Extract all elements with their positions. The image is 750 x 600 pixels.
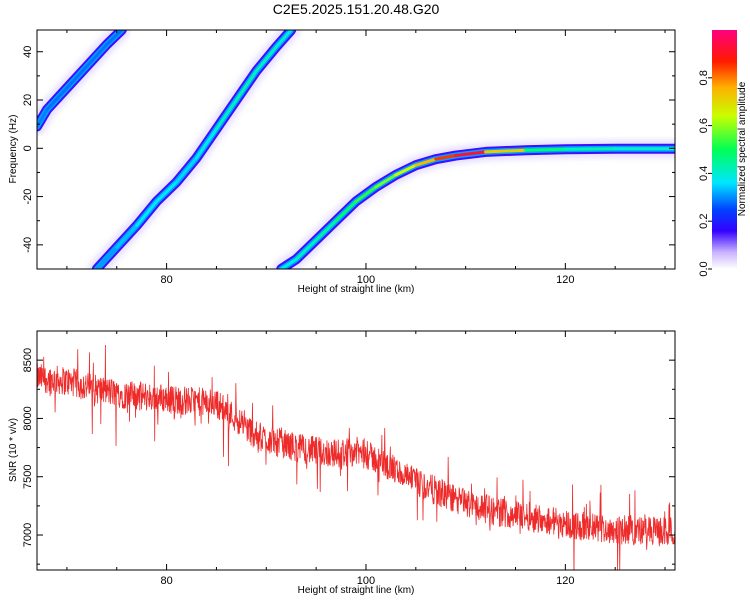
snr-xlabel: Height of straight line (km) — [298, 585, 415, 596]
spectral-track-3 — [272, 139, 675, 269]
track-core-segment — [523, 147, 567, 152]
track-core-segment — [155, 180, 179, 203]
track-core-segment — [105, 30, 124, 46]
spectrogram-panel: 80 100 120 -40 -20 0 20 40 Height of straight l… — [8, 29, 676, 295]
track-core-segment — [279, 257, 298, 269]
track-core-segment — [274, 30, 293, 49]
spectrogram-ytick-label: 40 — [22, 46, 34, 58]
snr-xtick-label: 100 — [357, 575, 375, 587]
spectrogram-ylabel: Frequency (Hz) — [8, 115, 19, 184]
track-core-segment — [214, 98, 238, 131]
colorbar-tick-label: 0.4 — [698, 166, 710, 181]
track-core-segment — [234, 69, 258, 102]
spectrogram-ticks: 80 100 120 -40 -20 0 20 40 — [22, 30, 675, 286]
track-core-segment — [314, 219, 338, 242]
track-core-segment — [334, 199, 358, 223]
snr-ylabel: SNR (10 * v/v) — [8, 418, 19, 482]
spectrogram-frame — [36, 29, 676, 270]
track-core-segment — [484, 148, 527, 154]
track-core-segment — [374, 173, 398, 189]
snr-ytick-label: 7000 — [22, 523, 34, 547]
track-core-segment — [65, 64, 89, 90]
snr-ytick-label: 8000 — [22, 406, 34, 430]
snr-ticks: 80 100 120 7000 7500 8000 8500 — [22, 330, 675, 587]
track-core-segment — [85, 42, 109, 68]
spectrogram-ytick-label: 0 — [22, 145, 34, 151]
spectral-track-1 — [37, 30, 131, 136]
snr-panel: 80 100 120 7000 7500 8000 8500 Height of strai… — [8, 330, 676, 596]
spectrogram-xtick-label: 120 — [556, 274, 574, 286]
snr-series-line — [37, 345, 675, 570]
track-core-segment — [394, 163, 418, 177]
track-core-segment — [175, 156, 198, 184]
snr-ytick-label: 8500 — [22, 348, 34, 372]
colorbar-tick-label: 0.8 — [698, 70, 710, 85]
track-core-segment — [354, 185, 378, 203]
track-core-segment — [95, 245, 119, 269]
snr-frame — [36, 330, 676, 571]
spectrogram-xtick-label: 80 — [160, 274, 172, 286]
track-core-segment — [434, 154, 458, 161]
colorbar-gradient — [712, 30, 737, 269]
spectrogram-xlabel: Height of straight line (km) — [298, 284, 415, 295]
spectral-tracks — [37, 30, 675, 269]
chart-title: C2E5.2025.151.20.48.G20 — [273, 1, 440, 17]
spectrogram-ytick-label: -40 — [22, 237, 34, 253]
snr-ytick-label: 7500 — [22, 464, 34, 488]
track-core-segment — [115, 224, 139, 249]
colorbar-ticks: 0.0 0.2 0.4 0.6 0.8 — [698, 70, 712, 277]
track-core-segment — [195, 127, 218, 160]
colorbar-tick-label: 0.6 — [698, 118, 710, 133]
track-core-segment — [254, 45, 278, 73]
track-core-segment — [45, 86, 69, 112]
spectrogram-ytick-label: 20 — [22, 94, 34, 106]
track-core-segment — [454, 150, 488, 158]
track-core-segment — [135, 199, 159, 228]
colorbar: 0.0 0.2 0.4 0.6 0.8 Normalized spectral ampl… — [698, 30, 748, 277]
snr-xtick-label: 120 — [556, 575, 574, 587]
colorbar-label: Normalized spectral amplitude — [737, 81, 748, 216]
track-core-segment — [414, 157, 438, 167]
colorbar-tick-label: 0.2 — [698, 214, 710, 229]
colorbar-tick-label: 0.0 — [698, 261, 710, 276]
spectrogram-xtick-label: 100 — [357, 274, 375, 286]
snr-xtick-label: 80 — [160, 575, 172, 587]
spectral-track-2 — [87, 30, 301, 269]
spectrogram-ytick-label: -20 — [22, 189, 34, 205]
track-core-segment — [294, 238, 318, 261]
